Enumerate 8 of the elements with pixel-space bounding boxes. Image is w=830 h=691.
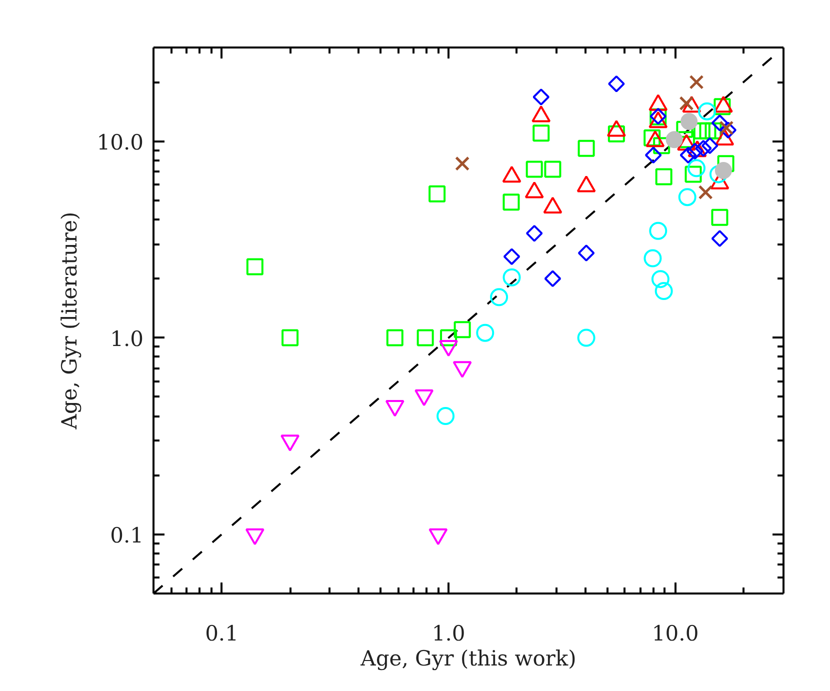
x-tick-label: 10.0 [652,622,699,646]
x-tick-label: 0.1 [205,622,238,646]
y-tick-label: 0.1 [110,523,144,548]
y-axis-title: Age, Gyr (literature) [58,212,82,430]
x-axis-title: Age, Gyr (this work) [360,646,576,670]
y-tick-label: 10.0 [96,130,144,154]
x-tick-label: 1.0 [432,622,466,646]
y-tick-label: 1.0 [110,326,144,351]
